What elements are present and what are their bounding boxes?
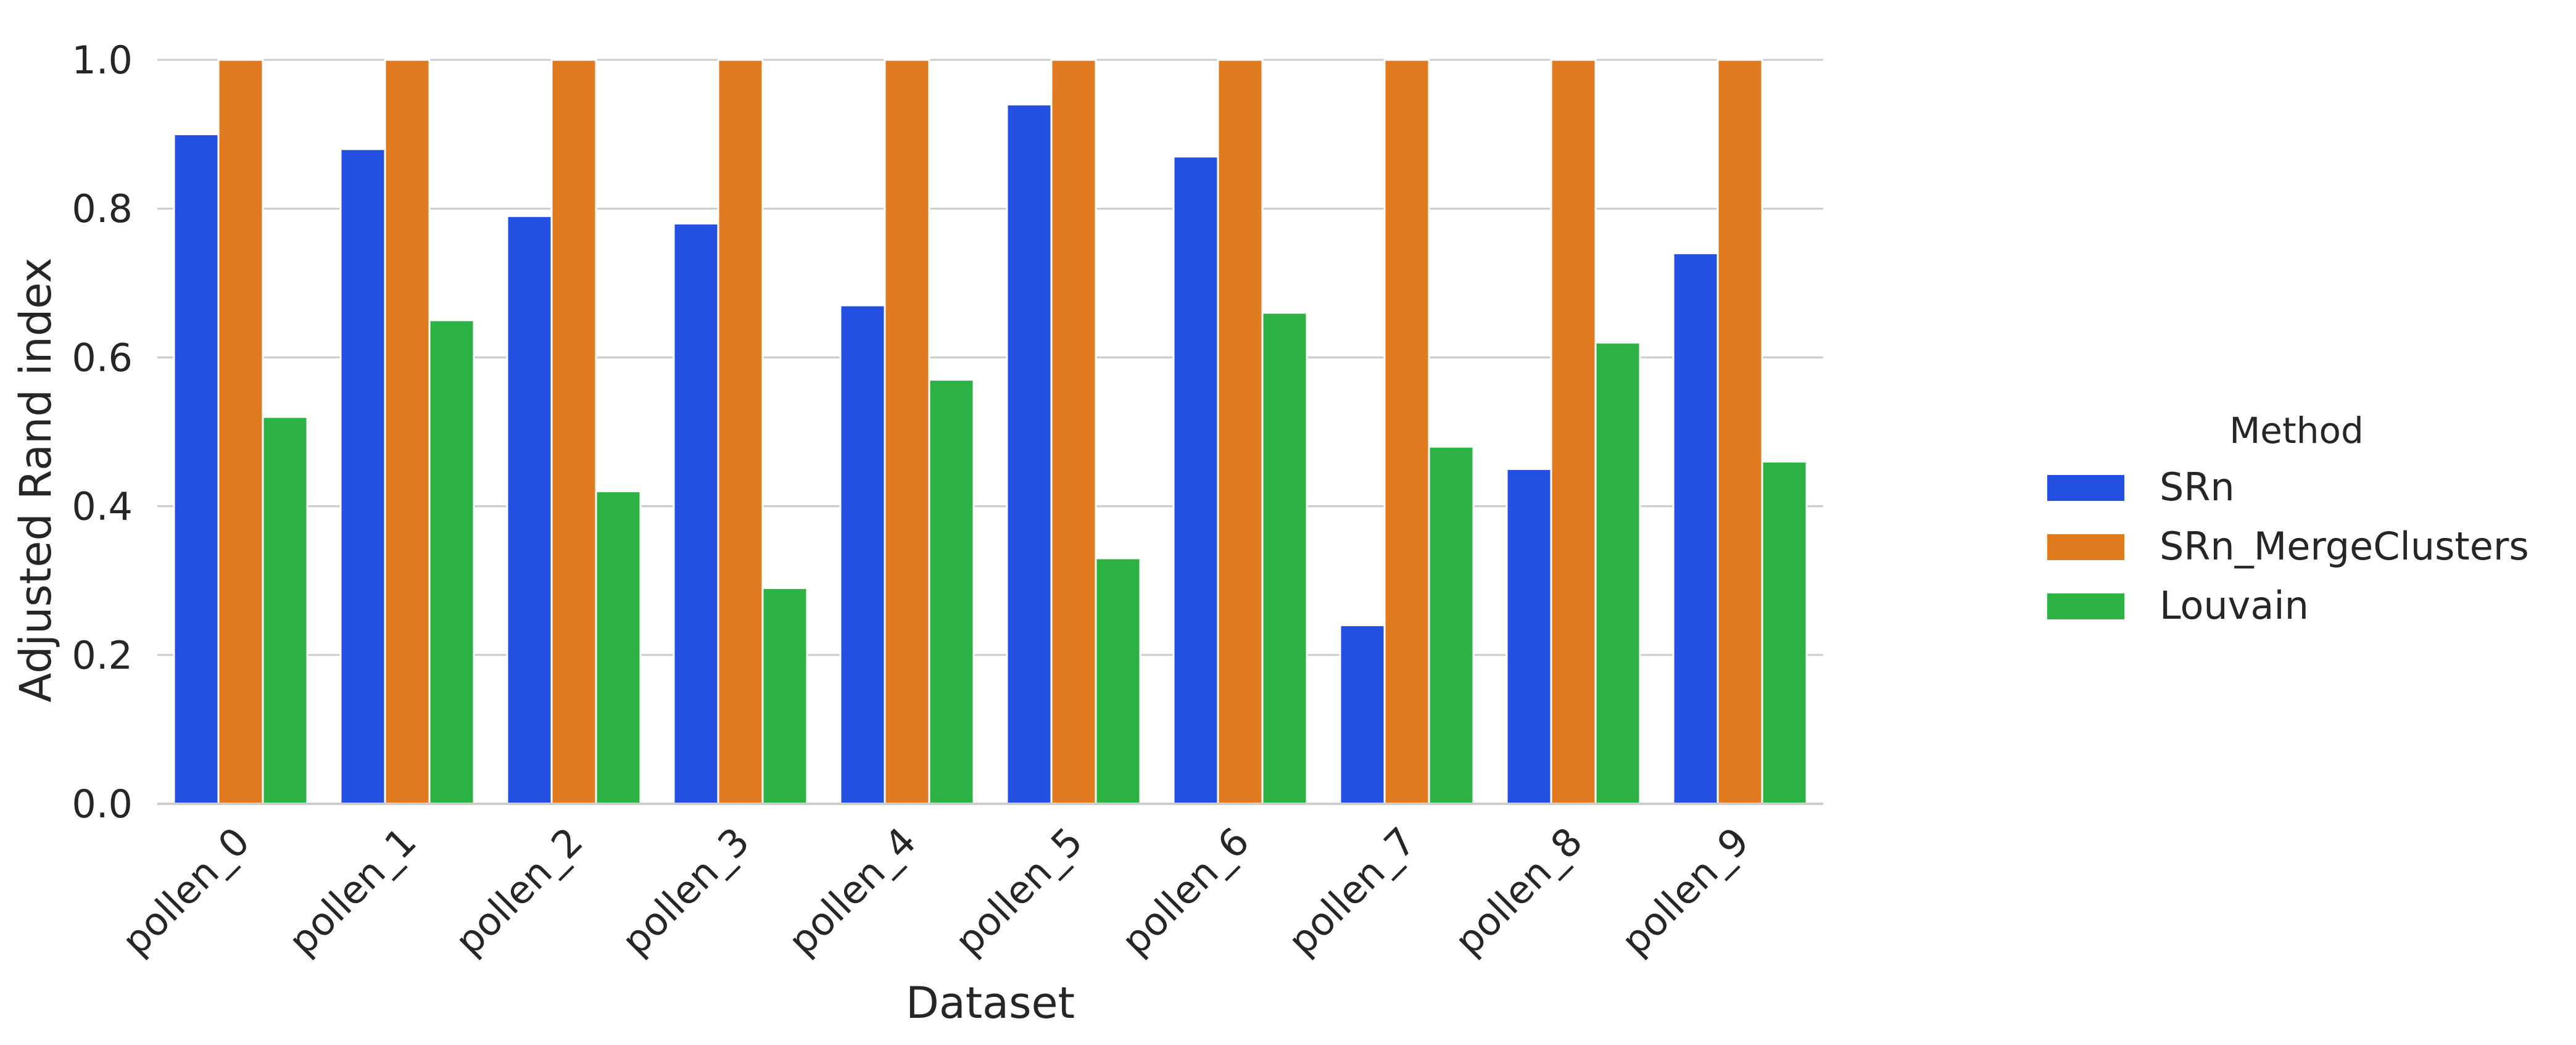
y-tick-label: 0.0 [72,782,133,827]
bar-srn-pollen-7 [1339,624,1386,805]
bar-srn-pollen-9 [1672,252,1719,805]
legend-title: Method [2229,410,2364,452]
x-tick-label: pollen_5 [946,819,1091,964]
bar-louvain-pollen-4 [928,379,975,805]
bar-srn-mergeclusters-pollen-2 [550,59,597,805]
x-tick-label: pollen_2 [446,819,591,964]
bar-srn-mergeclusters-pollen-1 [384,59,431,805]
legend: Method SRn SRn_MergeClusters Louvain [2047,410,2529,628]
x-tick-label: pollen_8 [1446,819,1591,964]
legend-label-srn-mergeclusters: SRn_MergeClusters [2160,524,2529,569]
bar-srn-mergeclusters-pollen-5 [1050,59,1097,805]
y-tick-label: 0.8 [72,186,133,231]
bar-srn-mergeclusters-pollen-7 [1383,59,1430,805]
bar-srn-mergeclusters-pollen-9 [1717,59,1763,805]
bar-louvain-pollen-7 [1428,445,1475,805]
bar-srn-pollen-5 [1006,103,1053,805]
bar-srn-mergeclusters-pollen-8 [1550,59,1597,805]
bar-srn-pollen-3 [673,222,719,805]
bar-srn-pollen-1 [339,148,386,805]
bar-srn-pollen-2 [506,215,553,805]
legend-swatch-srn-mergeclusters [2047,534,2124,560]
y-tick-label: 0.2 [72,633,133,678]
bar-louvain-pollen-2 [595,490,642,805]
bar-louvain-pollen-0 [262,416,309,805]
legend-swatch-srn [2047,475,2124,501]
bar-louvain-pollen-3 [761,587,808,805]
y-tick-label: 1.0 [72,38,133,83]
y-tick-labels: 0.0 0.2 0.4 0.6 0.8 1.0 [72,38,133,827]
x-tick-label: pollen_1 [280,819,425,964]
bars [173,59,1808,805]
bar-louvain-pollen-6 [1261,312,1308,805]
x-axis-title: Dataset [906,978,1075,1028]
legend-label-srn: SRn [2160,465,2235,510]
bar-srn-pollen-0 [173,133,220,805]
bar-srn-pollen-6 [1172,155,1219,805]
bar-srn-mergeclusters-pollen-6 [1217,59,1264,805]
legend-swatch-louvain [2047,593,2124,619]
bar-srn-mergeclusters-pollen-3 [717,59,764,805]
bar-srn-pollen-4 [839,304,886,805]
bar-louvain-pollen-9 [1761,460,1808,805]
x-tick-label: pollen_4 [779,819,924,964]
bar-srn-pollen-8 [1505,468,1552,805]
x-tick-label: pollen_7 [1279,819,1424,964]
bar-srn-mergeclusters-pollen-4 [884,59,930,805]
x-tick-label: pollen_3 [613,819,758,964]
y-axis-title: Adjusted Rand index [10,257,61,702]
bar-louvain-pollen-1 [428,319,475,805]
x-tick-label: pollen_9 [1612,819,1757,964]
legend-label-louvain: Louvain [2160,583,2309,628]
x-tick-labels: pollen_0 pollen_1 pollen_2 pollen_3 pollen_4… [113,819,1757,964]
y-tick-label: 0.4 [72,484,133,529]
y-tick-label: 0.6 [72,335,133,380]
bar-louvain-pollen-8 [1594,341,1641,805]
x-tick-label: pollen_6 [1112,819,1257,964]
bar-srn-mergeclusters-pollen-0 [217,59,264,805]
x-tick-label: pollen_0 [113,819,258,964]
bar-louvain-pollen-5 [1095,557,1141,805]
